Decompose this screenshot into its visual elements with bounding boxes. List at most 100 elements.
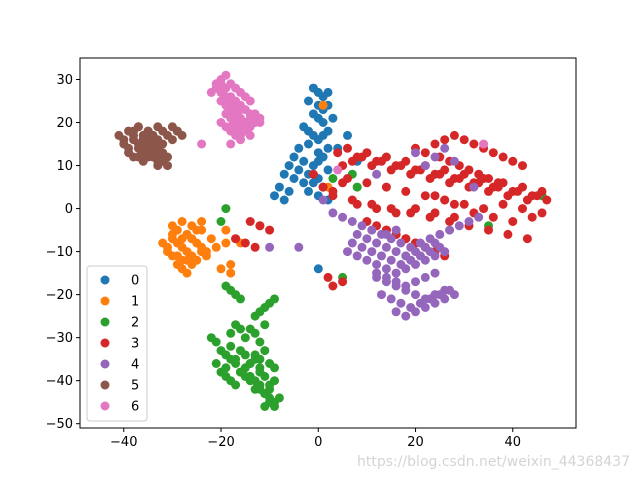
- series-3-point: [240, 238, 250, 248]
- series-3-point: [430, 139, 440, 149]
- series-3-point: [425, 212, 435, 222]
- series-3-point: [445, 178, 455, 188]
- series-3-point: [425, 174, 435, 183]
- series-0-point: [299, 156, 309, 166]
- series-4-point: [420, 272, 430, 282]
- series-2-point: [240, 350, 250, 360]
- series-4-point: [367, 247, 377, 257]
- series-4-point: [396, 298, 406, 308]
- series-4-point: [464, 217, 474, 226]
- series-3-point: [474, 169, 484, 179]
- series-4-point: [415, 238, 425, 248]
- series-4-point: [396, 260, 406, 269]
- series-4-point: [352, 251, 362, 261]
- series-0-point: [313, 156, 323, 166]
- series-2-point: [270, 363, 279, 373]
- series-4-point: [391, 268, 401, 278]
- series-3-point: [386, 204, 396, 214]
- series-2-point: [211, 337, 221, 347]
- series-5-point: [158, 139, 168, 149]
- series-0-point: [294, 165, 304, 175]
- series-2-point: [236, 324, 245, 334]
- series-4-point: [381, 272, 391, 282]
- series-4-point: [445, 225, 455, 235]
- legend-marker: [100, 401, 110, 411]
- series-2-point: [270, 402, 279, 411]
- series-2-point: [245, 359, 255, 368]
- series-0-point: [323, 87, 333, 97]
- series-3-point: [318, 182, 328, 192]
- series-4-point: [362, 234, 372, 244]
- series-3-point: [367, 161, 377, 171]
- series-2-point: [221, 204, 231, 214]
- series-2-point: [226, 341, 236, 351]
- series-2-point: [328, 174, 338, 183]
- series-6-point: [236, 135, 245, 145]
- series-4-point: [391, 247, 401, 257]
- y-tick-label: −40: [46, 374, 73, 389]
- series-4-point: [265, 242, 275, 252]
- series-1-point: [226, 260, 236, 269]
- series-3-point: [406, 169, 416, 179]
- series-1-point: [167, 221, 177, 231]
- series-3-point: [357, 152, 367, 162]
- series-3-point: [484, 174, 493, 183]
- series-2-point: [255, 354, 265, 364]
- series-1-point: [197, 217, 207, 226]
- plot-frame: [79, 57, 577, 429]
- series-3-point: [381, 182, 391, 192]
- series-0-point: [270, 191, 279, 201]
- series-2-point: [231, 359, 241, 368]
- series-4-point: [430, 268, 440, 278]
- series-0-point: [328, 113, 338, 123]
- legend-label: 0: [131, 274, 139, 289]
- series-3-point: [420, 191, 430, 201]
- series-6-point: [216, 79, 226, 89]
- series-6-point: [236, 105, 245, 115]
- series-0-point: [304, 96, 313, 106]
- series-3-point: [396, 161, 406, 171]
- legend-label: 6: [131, 400, 139, 415]
- series-3-point: [347, 156, 357, 166]
- series-4-point: [435, 229, 445, 239]
- series-4-point: [449, 156, 459, 166]
- series-3-point: [459, 135, 469, 145]
- series-6-point: [245, 130, 255, 140]
- series-3-point: [464, 165, 474, 175]
- series-0-point: [323, 126, 333, 136]
- series-0-point: [323, 143, 333, 153]
- series-1-point: [206, 234, 216, 244]
- series-3-point: [449, 130, 459, 140]
- x-tick-label: −20: [207, 435, 234, 450]
- series-4-point: [372, 169, 382, 179]
- series-3-point: [518, 204, 527, 214]
- legend-label: 4: [131, 358, 139, 373]
- series-2: [206, 169, 547, 411]
- series-4-point: [377, 251, 386, 261]
- y-tick-label: 20: [56, 116, 73, 131]
- series-3-point: [347, 195, 357, 205]
- series-2-point: [236, 294, 245, 304]
- series-4-point: [411, 277, 420, 287]
- series-4-point: [411, 307, 420, 317]
- series-3-point: [231, 234, 241, 244]
- series-2-point: [240, 333, 250, 343]
- series-2-point: [231, 380, 241, 390]
- series-4-point: [391, 307, 401, 317]
- series-5-point: [163, 161, 172, 171]
- series-6: [197, 70, 489, 175]
- series-3-point: [445, 217, 455, 226]
- series-2-point: [255, 337, 265, 347]
- series-6-point: [333, 165, 343, 175]
- series-6-point: [221, 70, 231, 80]
- series-3-point: [323, 272, 333, 282]
- series-4-point: [381, 264, 391, 274]
- series-3-point: [503, 191, 513, 201]
- series-2-point: [255, 307, 265, 317]
- series-4-point: [386, 255, 396, 265]
- series-2-point: [260, 371, 270, 381]
- series-1-point: [318, 100, 328, 110]
- series-4-point: [420, 161, 430, 171]
- series-4-point: [318, 195, 328, 205]
- series-0-point: [318, 118, 328, 127]
